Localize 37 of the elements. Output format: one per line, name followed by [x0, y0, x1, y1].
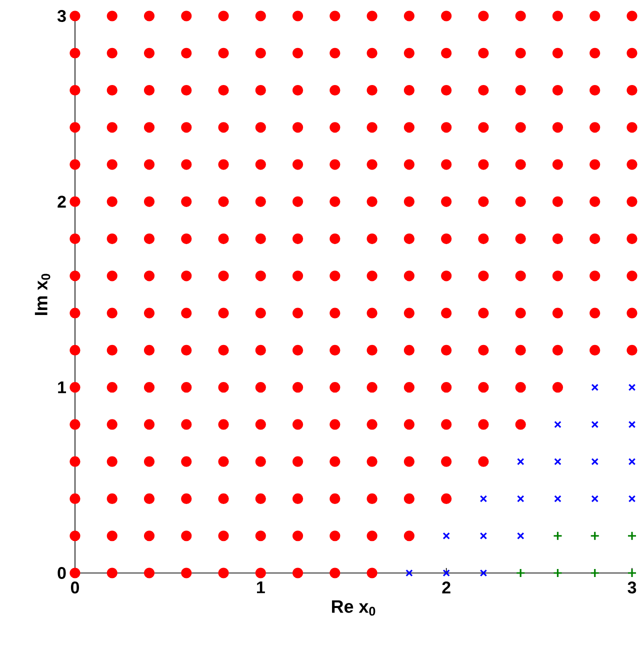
point: [516, 458, 524, 466]
point: [554, 420, 562, 428]
point: [591, 420, 598, 428]
point: [628, 384, 636, 391]
point: [516, 568, 526, 578]
point: [590, 531, 600, 541]
point: [516, 532, 524, 540]
x-tick-label: 3: [628, 582, 636, 594]
point: [552, 531, 563, 541]
point: [554, 495, 562, 502]
point: [591, 458, 598, 466]
point: [480, 532, 488, 540]
point: [552, 568, 563, 578]
point: [628, 495, 636, 502]
point: [627, 531, 637, 541]
point: [628, 420, 636, 428]
point: [480, 569, 488, 577]
point: [628, 458, 636, 466]
point: [516, 495, 524, 502]
point: [590, 568, 600, 578]
y-tick-label: 0: [58, 567, 66, 579]
point: [554, 458, 562, 466]
point: [591, 384, 598, 391]
y-tick-label: 3: [57, 10, 66, 22]
point: [442, 532, 450, 540]
point: [442, 569, 450, 577]
point: [406, 569, 413, 577]
x-tick-label: 2: [442, 582, 450, 594]
y-tick-label: 1: [58, 382, 66, 394]
x-tick-label: 0: [70, 582, 80, 594]
x-axis-title: Re x$_{0}$: [332, 600, 376, 616]
point: [627, 568, 637, 578]
x-tick-label: 1: [257, 582, 265, 594]
point: [591, 495, 598, 502]
y-tick-label: 2: [58, 196, 66, 208]
point: [480, 495, 488, 502]
y-axis-title: Im x$_{0}$: [34, 274, 50, 315]
